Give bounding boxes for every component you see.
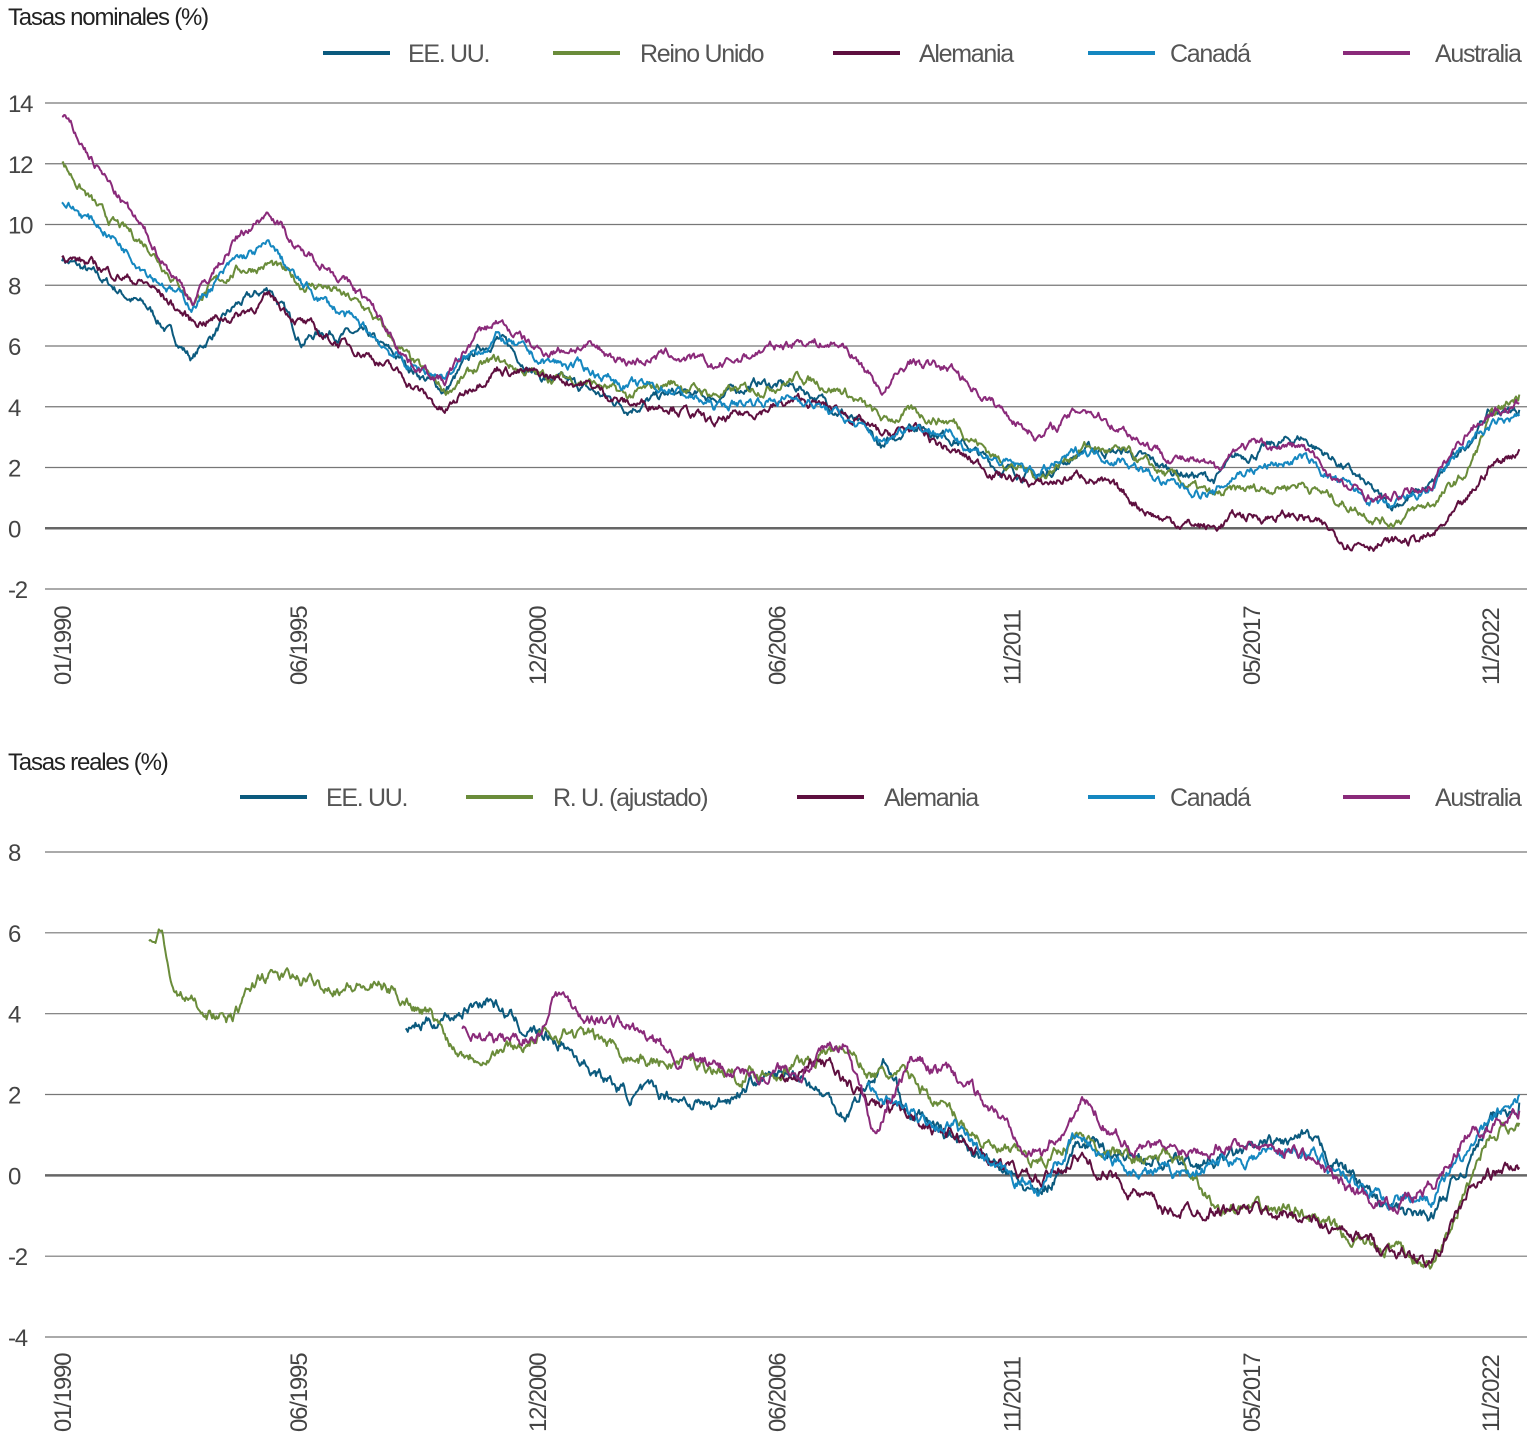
legend-label: Canadá	[1170, 40, 1251, 68]
x-tick-label: 11/2022	[1478, 1355, 1505, 1432]
y-tick-label: 2	[8, 456, 21, 483]
y-tick-label: 0	[8, 1163, 21, 1190]
y-tick-label: 12	[8, 152, 33, 179]
series-line-canad-	[61, 201, 1521, 509]
x-tick-label: 05/2017	[1239, 1353, 1266, 1432]
x-tick-label: 12/2000	[525, 1353, 552, 1432]
y-tick-label: 8	[8, 273, 21, 300]
x-tick-label: 01/1990	[50, 606, 77, 685]
x-tick-label: 11/2022	[1478, 608, 1505, 685]
y-tick-label: 6	[8, 921, 21, 948]
chart-title-real: Tasas reales (%)	[8, 749, 168, 776]
series-line-australia	[461, 991, 1521, 1215]
series-line-alemania	[778, 1056, 1521, 1268]
x-tick-label: 05/2017	[1239, 606, 1266, 685]
legend-label: Australia	[1435, 40, 1522, 68]
legend-label: Alemania	[884, 784, 979, 812]
y-tick-label: -2	[8, 1244, 28, 1271]
y-tick-label: 8	[8, 840, 21, 867]
y-tick-label: 10	[8, 213, 33, 240]
y-tick-label: -2	[8, 577, 28, 604]
legend-label: Alemania	[919, 40, 1014, 68]
x-tick-label: 11/2011	[1000, 609, 1027, 685]
legend-label: EE. UU.	[326, 784, 407, 812]
x-tick-label: 06/1995	[286, 606, 313, 685]
legend-label: EE. UU.	[408, 40, 489, 68]
y-tick-label: 0	[8, 516, 21, 543]
legend-label: Canadá	[1170, 784, 1251, 812]
x-tick-label: 11/2011	[1000, 1356, 1027, 1432]
x-tick-label: 06/2006	[764, 1353, 791, 1432]
legend-label: Reino Unido	[640, 40, 764, 68]
real-rates-chart: 8 6 4 2 0 -2 -4 01/1990 06/1995 12/2000 06/2006 11/…	[8, 784, 1527, 1432]
y-tick-label: 2	[8, 1083, 21, 1110]
series-line-alemania	[61, 255, 1521, 552]
series-line-canad-	[866, 1081, 1521, 1211]
nominal-rates-chart: 14 12 10 8 6 4 2 0 -2 01/1990 06/1995 12/2000 06/200…	[8, 40, 1527, 685]
series-line-ee-uu-	[404, 997, 1521, 1222]
y-tick-label: 14	[8, 91, 33, 118]
series-line-ee-uu-	[61, 257, 1521, 512]
x-tick-label: 01/1990	[50, 1353, 77, 1432]
series-line-reino-unido	[61, 161, 1521, 529]
y-tick-label: 6	[8, 334, 21, 361]
y-tick-label: 4	[8, 1002, 21, 1029]
y-tick-label: -4	[8, 1325, 28, 1352]
x-tick-label: 06/2006	[764, 606, 791, 685]
series-line-r-u-ajustado-	[148, 928, 1521, 1270]
legend-label: R. U. (ajustado)	[553, 784, 707, 812]
chart-title-nominal: Tasas nominales (%)	[8, 4, 208, 31]
series-line-australia	[61, 114, 1520, 503]
x-tick-label: 06/1995	[286, 1353, 313, 1432]
x-tick-label: 12/2000	[525, 606, 552, 685]
legend-label: Australia	[1435, 784, 1522, 812]
y-tick-label: 4	[8, 395, 21, 422]
